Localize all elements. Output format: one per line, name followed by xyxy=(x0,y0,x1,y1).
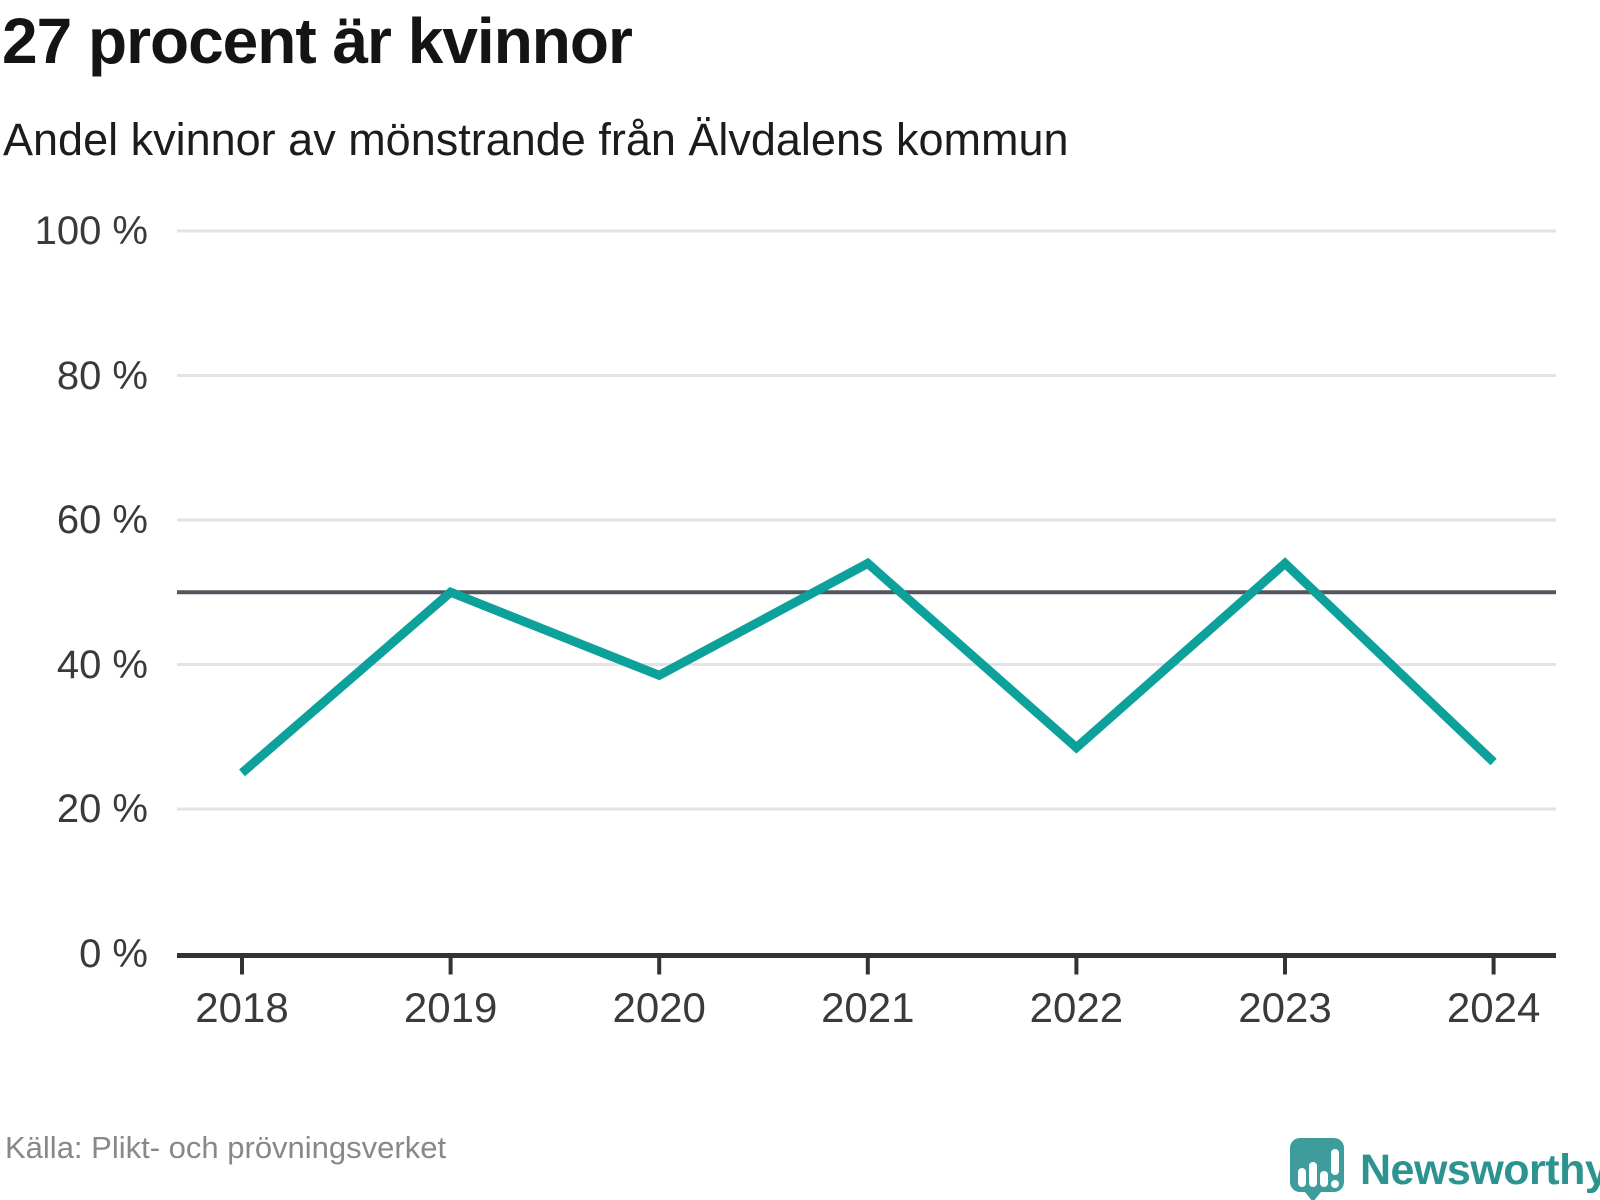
x-tick-label-2023: 2023 xyxy=(1238,984,1332,1031)
y-tick-label-40: 40 % xyxy=(56,642,148,687)
data-line-Andel kvinnor av mönstrande xyxy=(239,557,1497,777)
x-tick-label-2024: 2024 xyxy=(1446,984,1541,1031)
y-tick-label-80: 80 % xyxy=(56,353,148,398)
x-tick-label-2022: 2022 xyxy=(1029,984,1124,1031)
x-tick-label-2018: 2018 xyxy=(195,984,289,1031)
source-note: Källa: Plikt- och prövningsverket xyxy=(5,1130,447,1165)
y-tick-label-0: 0 % xyxy=(79,931,148,976)
chart-title: 27 procent är kvinnor xyxy=(2,5,633,77)
newsworthy-wordmark: Newsworthy xyxy=(1360,1145,1600,1194)
x-tick-label-2020: 2020 xyxy=(612,984,706,1031)
y-tick-label-100: 100 % xyxy=(34,209,148,253)
newsworthy-icon xyxy=(1290,1138,1344,1200)
newsworthy-logo: Newsworthy xyxy=(1288,1136,1600,1200)
x-tick-label-2019: 2019 xyxy=(403,984,498,1031)
y-tick-label-60: 60 % xyxy=(56,498,148,542)
x-tick-label-2021: 2021 xyxy=(821,984,915,1031)
chart-subtitle: Andel kvinnor av mönstrande från Älvdale… xyxy=(3,114,1069,165)
y-tick-label-20: 20 % xyxy=(56,787,148,831)
